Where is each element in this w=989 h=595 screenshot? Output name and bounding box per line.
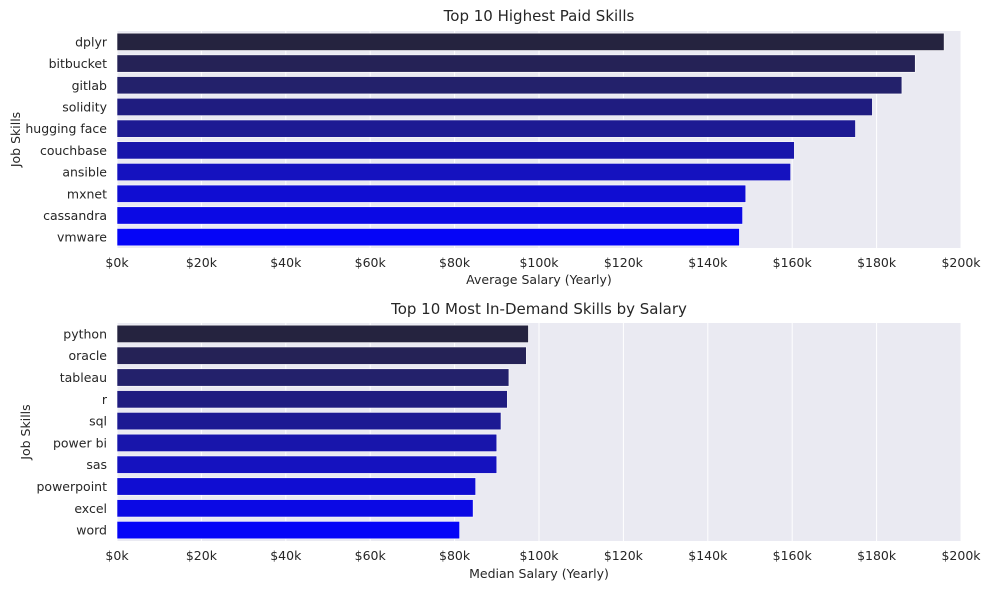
x-tick-label: $0k	[105, 255, 129, 270]
bar-power-bi	[116, 433, 498, 452]
x-tick-label: $40k	[270, 548, 302, 563]
x-tick-label: $180k	[857, 255, 897, 270]
bar-hugging-face	[116, 119, 856, 138]
bar-mxnet	[116, 184, 747, 203]
x-tick-label: $160k	[773, 548, 813, 563]
y-tick-label: couchbase	[40, 143, 107, 158]
x-tick-label: $60k	[355, 548, 387, 563]
chart-panel-1: dplyr bitbucket gitlab solidity hugging face…	[8, 7, 981, 287]
y-tick-label: mxnet	[67, 186, 107, 201]
x-tick-label: $200k	[941, 548, 981, 563]
y-tick-label: oracle	[69, 348, 108, 363]
x-tick-label: $80k	[439, 548, 471, 563]
x-tick-label: $80k	[439, 255, 471, 270]
x-tick-label: $60k	[355, 255, 387, 270]
x-tick-label: $120k	[604, 548, 644, 563]
chart-panel-2: python oracle tableau r sql power bi sas powerp…	[18, 300, 981, 581]
x-tick-label: $180k	[857, 548, 897, 563]
x-tick-label: $100k	[519, 255, 559, 270]
bar-vmware	[116, 228, 740, 247]
y-tick-label: hugging face	[25, 121, 107, 136]
y-tick-label: tableau	[60, 370, 107, 385]
x-tick-label: $160k	[773, 255, 813, 270]
bar-powerpoint	[116, 477, 477, 496]
bar-sas	[116, 455, 498, 474]
bar-python	[116, 324, 529, 343]
y-tick-label: sql	[89, 414, 107, 429]
bar-tableau	[116, 368, 510, 387]
x-tick-label: $120k	[604, 255, 644, 270]
y-tick-label: power bi	[53, 435, 107, 450]
y-axis-label: Job Skills	[8, 112, 23, 168]
y-tick-label: solidity	[62, 99, 107, 114]
y-tick-label: gitlab	[72, 78, 107, 93]
bar-couchbase	[116, 141, 795, 160]
y-tick-label: powerpoint	[36, 479, 107, 494]
y-tick-label: dplyr	[75, 34, 108, 49]
bar-oracle	[116, 346, 527, 365]
y-tick-label: r	[102, 392, 108, 407]
x-tick-label: $140k	[688, 548, 728, 563]
x-tick-label: $20k	[186, 255, 218, 270]
x-tick-label: $0k	[105, 548, 129, 563]
chart-title: Top 10 Highest Paid Skills	[443, 7, 635, 25]
y-tick-label: ansible	[62, 165, 107, 180]
bar-bitbucket	[116, 54, 916, 73]
x-tick-label: $140k	[688, 255, 728, 270]
bar-r	[116, 390, 508, 409]
y-axis-label: Job Skills	[18, 404, 33, 460]
y-tick-label: cassandra	[43, 208, 107, 223]
x-tick-label: $100k	[519, 548, 559, 563]
y-tick-label: sas	[86, 457, 107, 472]
bar-word	[116, 521, 460, 540]
x-tick-label: $200k	[941, 255, 981, 270]
y-tick-label: bitbucket	[49, 56, 108, 71]
bar-cassandra	[116, 206, 743, 225]
y-tick-label: vmware	[57, 230, 107, 245]
x-axis-label: Average Salary (Yearly)	[466, 272, 612, 287]
bar-solidity	[116, 97, 873, 116]
x-tick-label: $40k	[270, 255, 302, 270]
y-tick-label: excel	[74, 501, 107, 516]
bar-gitlab	[116, 76, 903, 95]
bar-ansible	[116, 163, 791, 182]
bar-excel	[116, 499, 474, 518]
x-axis-label: Median Salary (Yearly)	[469, 566, 609, 581]
chart-title: Top 10 Most In-Demand Skills by Salary	[390, 300, 687, 318]
bar-dplyr	[116, 32, 945, 51]
x-tick-label: $20k	[186, 548, 218, 563]
y-tick-label: word	[76, 523, 107, 538]
bar-sql	[116, 412, 502, 431]
y-tick-label: python	[63, 326, 107, 341]
